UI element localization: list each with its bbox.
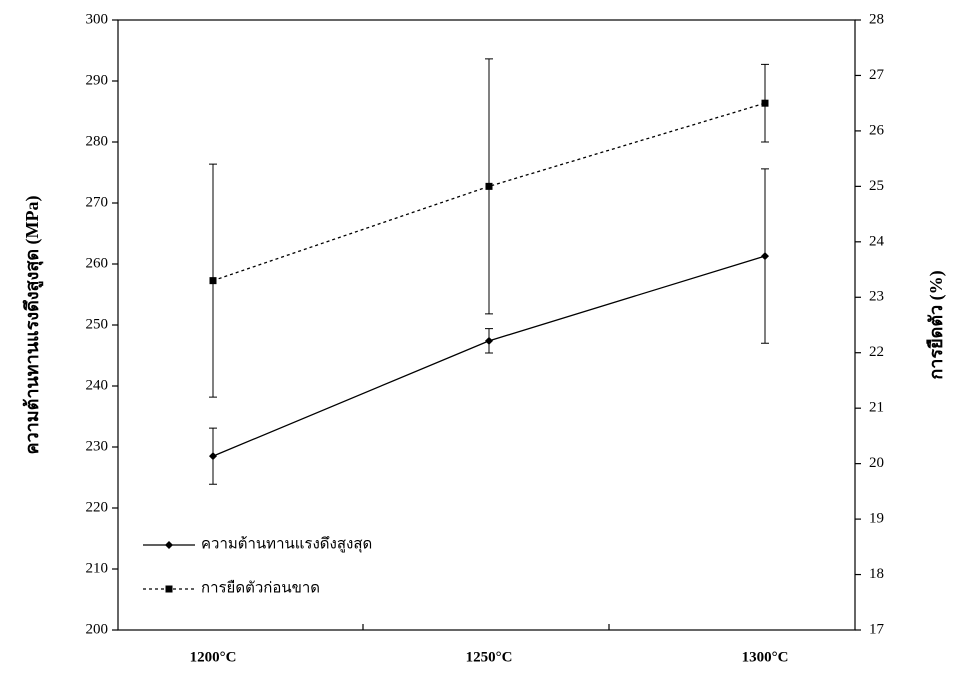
y2-tick-label: 19 bbox=[869, 511, 884, 527]
y2-tick-label: 18 bbox=[869, 566, 884, 582]
y2-tick-label: 23 bbox=[869, 289, 884, 305]
y2-tick-label: 26 bbox=[869, 122, 885, 138]
y-tick-label: 290 bbox=[86, 72, 109, 88]
marker bbox=[210, 277, 217, 284]
y-tick-label: 260 bbox=[86, 255, 109, 271]
y2-tick-label: 21 bbox=[869, 400, 884, 416]
y2-tick-label: 22 bbox=[869, 344, 884, 360]
legend-label: ความต้านทานแรงดึงสูงสุด bbox=[201, 535, 372, 553]
marker bbox=[761, 252, 769, 260]
y2-tick-label: 28 bbox=[869, 11, 884, 27]
marker bbox=[762, 100, 769, 107]
marker bbox=[485, 337, 493, 345]
y-tick-label: 280 bbox=[86, 133, 109, 149]
y2-tick-label: 17 bbox=[869, 621, 885, 637]
y2-tick-label: 24 bbox=[869, 233, 885, 249]
legend-label: การยืดตัวก่อนขาด bbox=[201, 579, 320, 596]
marker bbox=[166, 586, 173, 593]
y-axis-title: ความต้านทานแรงดึงสูงสุด (MPa) bbox=[22, 196, 44, 455]
y-tick-label: 220 bbox=[86, 499, 109, 515]
y-tick-label: 270 bbox=[86, 194, 109, 210]
marker bbox=[165, 541, 173, 549]
y2-tick-label: 25 bbox=[869, 178, 884, 194]
y-tick-label: 300 bbox=[86, 11, 109, 27]
marker bbox=[209, 452, 217, 460]
marker bbox=[486, 183, 493, 190]
y2-tick-label: 20 bbox=[869, 455, 884, 471]
x-tick-label: 1300°C bbox=[742, 649, 789, 665]
y2-axis-title: การยืดตัว (%) bbox=[926, 270, 947, 379]
y-tick-label: 240 bbox=[86, 377, 109, 393]
y2-tick-label: 27 bbox=[869, 67, 885, 83]
chart: ความต้านทานแรงดึงสูงสุด (MPa) การยืดตัว … bbox=[0, 0, 953, 669]
y-tick-label: 200 bbox=[86, 621, 109, 637]
y-tick-label: 230 bbox=[86, 438, 109, 454]
y-tick-label: 210 bbox=[86, 560, 109, 576]
x-tick-label: 1200°C bbox=[190, 649, 237, 665]
y-tick-label: 250 bbox=[86, 316, 109, 332]
x-tick-label: 1250°C bbox=[466, 649, 513, 665]
